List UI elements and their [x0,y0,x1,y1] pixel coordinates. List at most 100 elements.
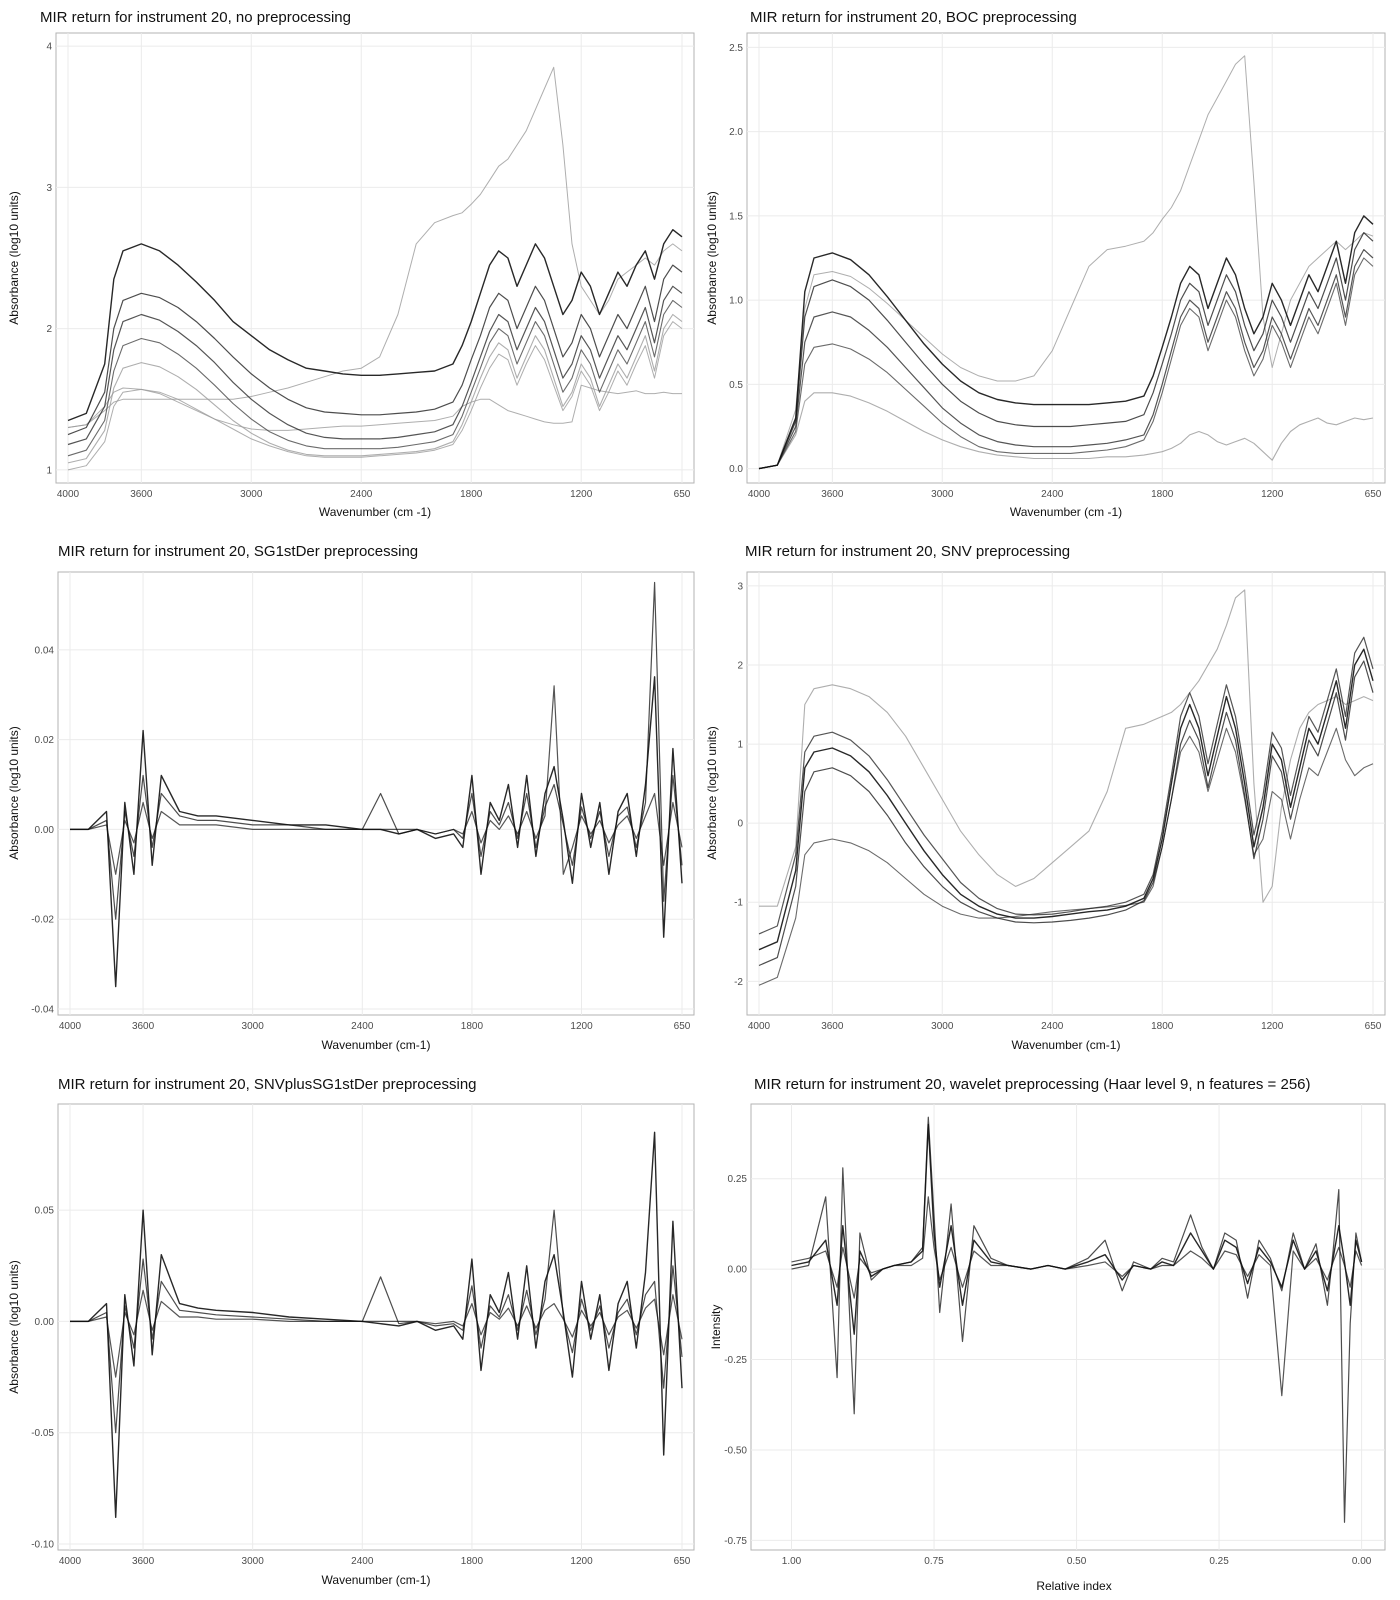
y-tick-label: 0.00 [35,1317,55,1328]
x-tick-label: 2400 [350,489,373,500]
x-tick-label: 1200 [1261,1021,1284,1032]
x-tick-label: 3600 [821,489,844,500]
y-tick-label: -0.25 [724,1355,747,1366]
y-axis-label: Absorbance (log10 units) [7,191,21,324]
y-tick-label: 0.05 [35,1206,55,1217]
y-tick-label: 3 [737,581,743,592]
chart-title: MIR return for instrument 20, no preproc… [40,9,351,26]
y-tick-label: 2.5 [729,43,743,54]
x-tick-label: 1200 [570,1021,593,1032]
x-tick-label: 1800 [460,489,483,500]
x-axis-label: Wavenumber (cm -1) [319,505,431,519]
series-group [791,1116,1363,1523]
chart-title: MIR return for instrument 20, wavelet pr… [754,1076,1311,1093]
x-tick-label: 1800 [461,1556,484,1567]
x-tick-label: 3600 [821,1021,844,1032]
x-tick-label: 650 [1365,489,1382,500]
x-axis-label: Wavenumber (cm-1) [1012,1038,1121,1052]
x-tick-label: 4000 [748,1021,771,1032]
x-tick-label: 2400 [351,1021,374,1032]
panel-boc-preprocessing: MIR return for instrument 20, BOC prepro… [705,9,1386,519]
y-tick-label: 0.00 [728,1265,748,1276]
x-tick-label: 2400 [351,1556,374,1567]
x-tick-label: 1200 [1261,489,1284,500]
x-tick-label: 1800 [1151,489,1174,500]
series-line-2 [758,660,1374,967]
y-tick-label: -0.02 [31,915,54,926]
y-tick-label: 0.0 [729,464,743,475]
series-line-3 [67,285,683,446]
x-tick-label: 3000 [931,1021,954,1032]
x-tick-label: 4000 [748,489,771,500]
x-tick-label: 0.75 [924,1556,944,1567]
y-tick-label: 1.0 [729,296,743,307]
x-tick-label: 2400 [1041,1021,1064,1032]
tick-labels: 4000 3600 3000 2400 1800 1200 650 -2 -1 0 1 2 3 [734,581,1382,1032]
y-tick-label: 1.5 [729,211,743,222]
y-tick-label: -0.04 [31,1005,54,1016]
panel-snv-preprocessing: MIR return for instrument 20, SNV prepro… [705,543,1386,1052]
y-tick-label: 3 [46,183,52,194]
y-tick-label: -2 [734,977,743,988]
series-line-1 [67,228,683,422]
y-tick-label: 1 [46,465,52,476]
series-line-1 [70,1131,683,1519]
chart-title: MIR return for instrument 20, SNVplusSG1… [58,1076,477,1093]
x-tick-label: 1200 [570,489,593,500]
y-tick-label: 1 [737,740,743,751]
plot-frame [55,32,695,484]
series-line-5 [759,589,1374,907]
y-tick-label: -0.75 [724,1536,747,1547]
x-tick-label: 650 [674,489,691,500]
series-line-4 [758,257,1374,470]
plot-frame [57,571,695,1016]
series-line-3 [758,249,1374,470]
x-tick-label: 0.00 [1352,1556,1372,1567]
x-tick-label: 4000 [59,1021,82,1032]
x-tick-label: 0.25 [1209,1556,1229,1567]
x-tick-label: 3600 [132,1556,155,1567]
series-line-1 [758,215,1374,470]
x-axis-label: Relative index [1036,1579,1111,1593]
x-axis-label: Wavenumber (cm -1) [1010,505,1122,519]
x-tick-label: 3600 [132,1021,155,1032]
chart-title: MIR return for instrument 20, SG1stDer p… [58,543,418,560]
tick-labels: 4000 3600 3000 2400 1800 1200 650 -0.04 -0.02 0.0… [31,645,691,1032]
tick-labels: 1.00 0.75 0.50 0.25 0.00 -0.75 -0.50 -0.25 0.00 0… [724,1174,1372,1567]
series-line-6 [758,55,1374,470]
series-line-2 [67,264,683,436]
x-tick-label: 1200 [570,1556,593,1567]
y-axis-label: Intensity [709,1305,723,1350]
x-tick-label: 3000 [242,1021,265,1032]
series-line-6 [67,321,683,471]
y-tick-label: -0.05 [31,1428,54,1439]
series-group [758,589,1374,986]
x-tick-label: 3000 [931,489,954,500]
series-group [70,581,683,988]
x-axis-label: Wavenumber (cm-1) [322,1573,431,1587]
panel-wavelet-preprocessing: MIR return for instrument 20, wavelet pr… [709,1076,1386,1593]
y-tick-label: 0.04 [35,645,55,656]
y-axis-label: Absorbance (log10 units) [705,726,719,859]
plot-frame [57,1103,695,1551]
x-tick-label: 1800 [1151,1021,1174,1032]
y-axis-label: Absorbance (log10 units) [705,191,719,324]
plot-frame [750,1103,1386,1551]
plot-frame [746,571,1386,1016]
x-tick-label: 2400 [1041,489,1064,500]
x-tick-label: 650 [674,1556,691,1567]
x-tick-label: 650 [674,1021,691,1032]
y-axis-label: Absorbance (log10 units) [7,1260,21,1393]
x-tick-label: 4000 [59,1556,82,1567]
gridlines [58,1104,694,1550]
y-tick-label: 0.02 [35,735,55,746]
series-line-5 [67,313,683,464]
x-tick-label: 0.50 [1067,1556,1087,1567]
series-line-3 [758,636,1374,935]
tick-labels: 4000 3600 3000 2400 1800 1200 650 1 2 3 4 [46,42,690,500]
panel-sg1stder-preprocessing: MIR return for instrument 20, SG1stDer p… [7,543,695,1052]
gridlines [56,33,694,483]
chart-title: MIR return for instrument 20, SNV prepro… [745,543,1070,560]
tick-labels: 4000 3600 3000 2400 1800 1200 650 0.0 0.5 1.0 1.5 2… [729,43,1382,500]
y-tick-label: 0 [737,819,743,830]
